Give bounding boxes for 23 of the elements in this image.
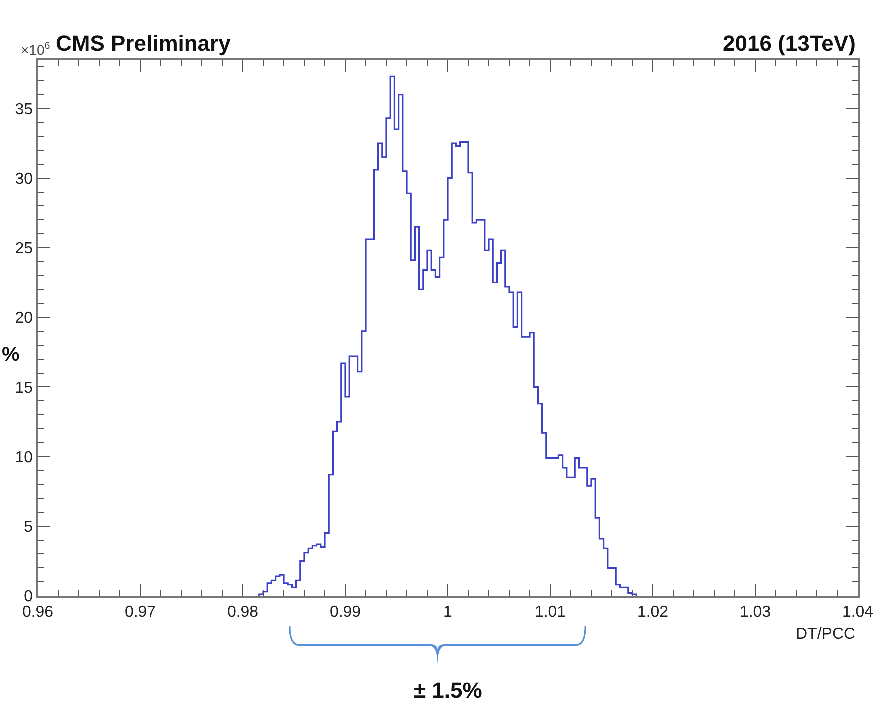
- x-tick-label: 1.02: [637, 604, 669, 621]
- x-tick-label: 0.98: [227, 604, 259, 621]
- chart-title: CMS Preliminary: [56, 31, 232, 56]
- x-tick-label: 1.04: [842, 604, 874, 621]
- y-tick-label: 10: [15, 449, 34, 466]
- y-tick-label: 30: [15, 170, 34, 188]
- x-tick-label: 0.97: [124, 604, 156, 621]
- text: ×10$^{6}$: [21, 41, 51, 58]
- text: ± 1.5%: [414, 678, 482, 703]
- y-tick-label: 35: [15, 101, 34, 118]
- y-tick-label: 5: [24, 518, 34, 536]
- x-axis-title: DT/PCC: [796, 626, 856, 643]
- y-tick-label: 15: [15, 380, 34, 397]
- x-tick-label: 1.03: [740, 604, 772, 621]
- x-tick-label: 0.96: [22, 604, 54, 621]
- y-tick-label: 0: [24, 588, 34, 606]
- chart-subtitle: 2016 (13TeV): [723, 31, 856, 56]
- x-tick-label: 1.01: [534, 604, 566, 621]
- y-tick-label: 20: [15, 310, 34, 328]
- x-tick-label: 1: [444, 604, 453, 621]
- y-tick-label: 25: [15, 240, 34, 258]
- x-tick-label: 0.99: [330, 604, 362, 621]
- text: %: [2, 344, 20, 366]
